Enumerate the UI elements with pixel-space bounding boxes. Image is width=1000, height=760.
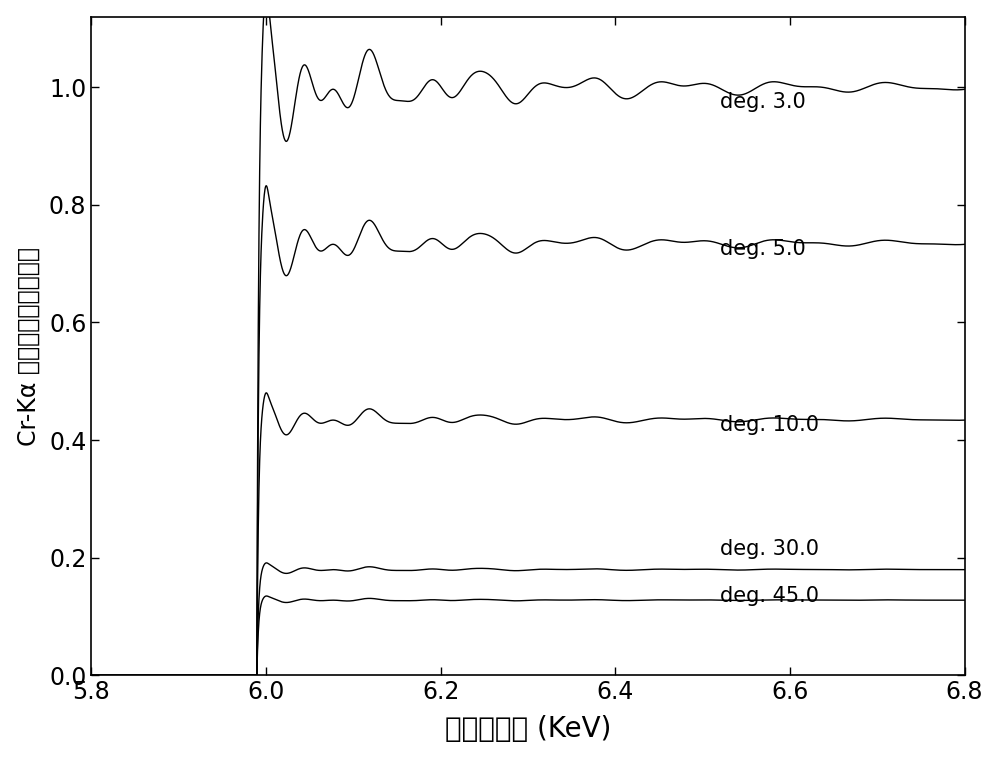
Y-axis label: Cr-Kα 荧光强度（归一化）: Cr-Kα 荧光强度（归一化） xyxy=(17,246,41,445)
Text: deg. 3.0: deg. 3.0 xyxy=(720,92,806,112)
X-axis label: 入射光能量 (KeV): 入射光能量 (KeV) xyxy=(445,715,611,743)
Text: deg. 30.0: deg. 30.0 xyxy=(720,539,819,559)
Text: deg. 45.0: deg. 45.0 xyxy=(720,586,819,606)
Text: deg. 10.0: deg. 10.0 xyxy=(720,416,819,435)
Text: deg. 5.0: deg. 5.0 xyxy=(720,239,806,259)
